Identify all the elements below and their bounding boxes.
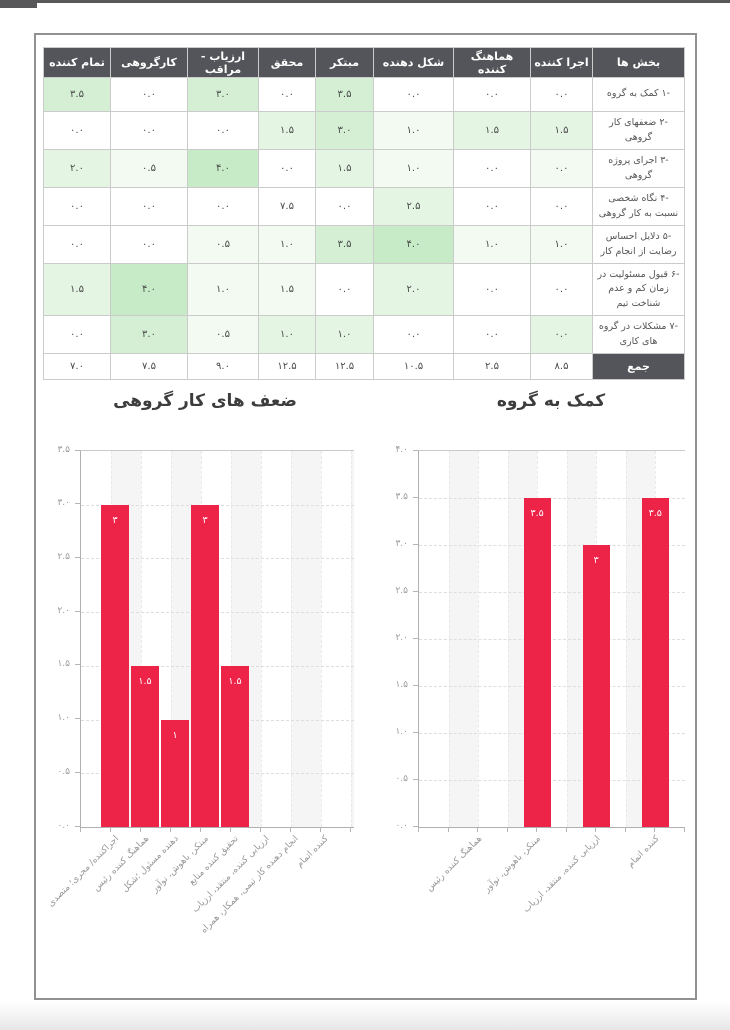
score-cell: ۳.۵	[315, 77, 374, 112]
column-header-0: بخش ها	[592, 47, 685, 78]
score-cell: ۰.۰	[530, 187, 593, 226]
table-row: -۱ کمک به گروه ۰.۰ ۰.۰ ۰.۰ ۳.۵ ۰.۰ ۳.۰ ۰.۰ ۳.۵	[43, 77, 685, 112]
column-header-3: شکل دهنده	[373, 47, 454, 78]
score-cell: ۱.۰	[373, 149, 454, 188]
score-cell: ۰.۰	[530, 263, 593, 316]
score-cell: ۱.۰	[453, 225, 531, 264]
score-cell: ۱.۵	[258, 111, 316, 150]
score-cell: ۳.۵	[315, 225, 374, 264]
table-header-row: بخش ها اجرا کننده هماهنگ کننده شکل دهنده مبت…	[43, 47, 685, 78]
total-cell: ۸.۵	[530, 353, 593, 380]
row-label: -۵ دلایل احساس رضایت از انجام کار	[592, 225, 685, 264]
score-cell: ۰.۰	[187, 111, 259, 150]
score-cell: ۴.۰	[373, 225, 454, 264]
score-cell: ۳.۰	[110, 315, 188, 354]
row-label: -۶ قبول مسئولیت در زمان کم و عدم شناخت ت…	[592, 263, 685, 316]
score-cell: ۲.۵	[373, 187, 454, 226]
belbin-score-table: بخش ها اجرا کننده هماهنگ کننده شکل دهنده مبت…	[43, 47, 685, 380]
total-cell: ۱۰.۵	[373, 353, 454, 380]
score-cell: ۷.۵	[258, 187, 316, 226]
score-cell: ۰.۰	[315, 263, 374, 316]
score-cell: ۰.۰	[373, 315, 454, 354]
column-header-6: ارزیاب - مراقب	[187, 47, 259, 78]
total-cell: ۷.۵	[110, 353, 188, 380]
score-cell: ۰.۰	[43, 187, 111, 226]
score-cell: ۱.۰	[315, 315, 374, 354]
score-cell: ۰.۰	[258, 149, 316, 188]
top-left-edge-block	[0, 0, 37, 8]
score-cell: ۰.۵	[187, 225, 259, 264]
score-cell: ۳.۰	[315, 111, 374, 150]
score-cell: ۰.۰	[187, 187, 259, 226]
score-cell: ۳.۵	[43, 77, 111, 112]
table-row: -۶ قبول مسئولیت در زمان کم و عدم شناخت ت…	[43, 263, 685, 316]
page-bottom-shadow	[0, 1001, 730, 1030]
score-cell: ۱.۰	[258, 315, 316, 354]
total-cell: ۱۲.۵	[258, 353, 316, 380]
score-cell: ۱.۵	[258, 263, 316, 316]
score-cell: ۲.۰	[373, 263, 454, 316]
table-row: -۲ ضعفهای کار گروهی ۱.۵ ۱.۵ ۱.۰ ۳.۰ ۱.۵ ۰.۰ ۰.۰…	[43, 111, 685, 150]
score-cell: ۰.۰	[530, 315, 593, 354]
column-header-7: کارگروهی	[110, 47, 188, 78]
score-cell: ۰.۰	[453, 263, 531, 316]
score-cell: ۰.۰	[43, 111, 111, 150]
table-row: -۵ دلایل احساس رضایت از انجام کار ۱.۰ ۱.۰ ۴…	[43, 225, 685, 264]
row-label: -۱ کمک به گروه	[592, 77, 685, 112]
total-row: جمع ۸.۵ ۲.۵ ۱۰.۵ ۱۲.۵ ۱۲.۵ ۹.۰ ۷.۵ ۷.۰	[43, 353, 685, 380]
score-cell: ۰.۰	[453, 77, 531, 112]
column-header-1: اجرا کننده	[530, 47, 593, 78]
chart-title-help-to-group: کمک به گروه	[496, 391, 606, 411]
score-cell: ۴.۰	[110, 263, 188, 316]
total-cell: ۱۲.۵	[315, 353, 374, 380]
score-cell: ۱.۵	[43, 263, 111, 316]
score-cell: ۱.۰	[530, 225, 593, 264]
score-cell: ۰.۰	[43, 315, 111, 354]
score-cell: ۴.۰	[187, 149, 259, 188]
score-cell: ۱.۵	[453, 111, 531, 150]
column-header-5: محقق	[258, 47, 316, 78]
score-cell: ۰.۵	[187, 315, 259, 354]
top-edge-strip	[0, 0, 730, 3]
score-cell: ۰.۰	[110, 111, 188, 150]
table-row: -۴ نگاه شخصی نسبت به کار گروهی ۰.۰ ۰.۰ ۲.۵ ۰…	[43, 187, 685, 226]
row-label: -۳ اجرای پروژه گروهی	[592, 149, 685, 188]
row-label: -۴ نگاه شخصی نسبت به کار گروهی	[592, 187, 685, 226]
score-cell: ۰.۰	[373, 77, 454, 112]
score-cell: ۰.۰	[43, 225, 111, 264]
page-border-frame	[34, 33, 697, 1000]
total-row-label: جمع	[592, 353, 685, 380]
column-header-4: مبتکر	[315, 47, 374, 78]
total-cell: ۲.۵	[453, 353, 531, 380]
score-cell: ۰.۰	[110, 187, 188, 226]
table-row: -۳ اجرای پروژه گروهی ۰.۰ ۰.۰ ۱.۰ ۱.۵ ۰.۰ ۴.۰ ۰.…	[43, 149, 685, 188]
score-cell: ۰.۰	[530, 77, 593, 112]
score-cell: ۰.۰	[258, 77, 316, 112]
score-cell: ۰.۰	[110, 225, 188, 264]
total-cell: ۷.۰	[43, 353, 111, 380]
score-cell: ۱.۰	[373, 111, 454, 150]
table-row: -۷ مشکلات در گروه های کاری ۰.۰ ۰.۰ ۰.۰ ۱.۰ ۱.…	[43, 315, 685, 354]
score-cell: ۱.۰	[258, 225, 316, 264]
score-cell: ۳.۰	[187, 77, 259, 112]
score-cell: ۰.۰	[315, 187, 374, 226]
score-cell: ۰.۰	[453, 187, 531, 226]
row-label: -۲ ضعفهای کار گروهی	[592, 111, 685, 150]
column-header-8: تمام کننده	[43, 47, 111, 78]
total-cell: ۹.۰	[187, 353, 259, 380]
score-cell: ۰.۰	[530, 149, 593, 188]
score-cell: ۰.۵	[110, 149, 188, 188]
score-cell: ۲.۰	[43, 149, 111, 188]
score-cell: ۱.۵	[530, 111, 593, 150]
chart-title-teamwork-weaknesses: ضعف های کار گروهی	[113, 391, 297, 411]
score-cell: ۰.۰	[453, 315, 531, 354]
row-label: -۷ مشکلات در گروه های کاری	[592, 315, 685, 354]
score-cell: ۰.۰	[110, 77, 188, 112]
column-header-2: هماهنگ کننده	[453, 47, 531, 78]
score-cell: ۰.۰	[453, 149, 531, 188]
score-cell: ۱.۵	[315, 149, 374, 188]
score-cell: ۱.۰	[187, 263, 259, 316]
